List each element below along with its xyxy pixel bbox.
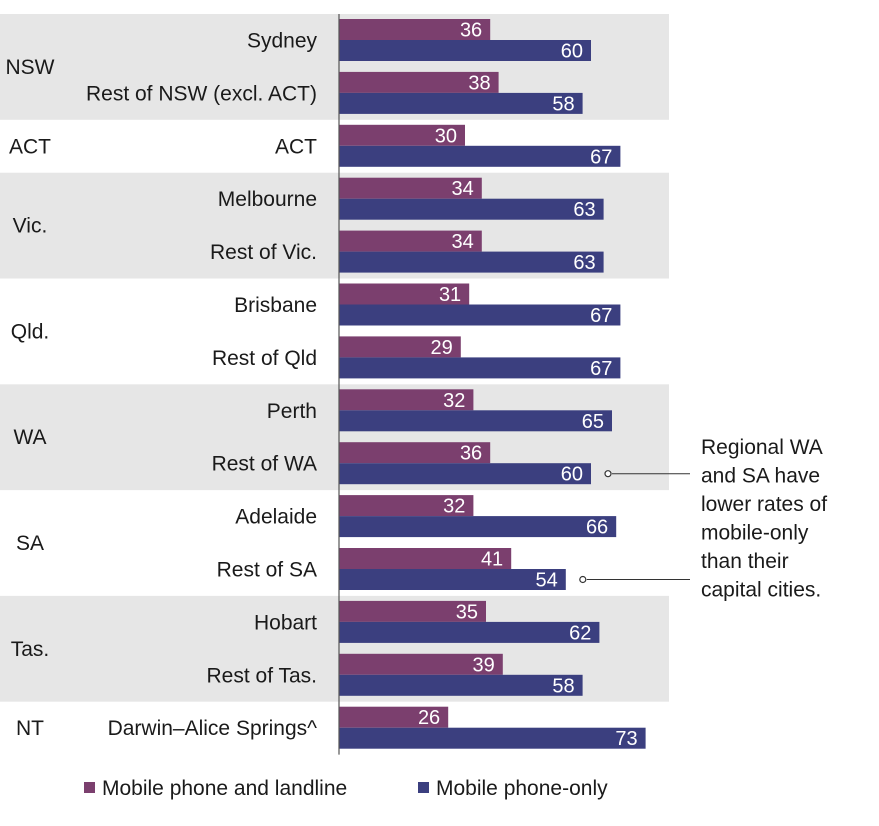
data-label: 66 xyxy=(586,517,608,539)
annotation-marker xyxy=(604,470,612,478)
bar-mobile-phone-only xyxy=(339,198,604,220)
state-label-nsw: NSW xyxy=(6,56,55,79)
category-label: Rest of Vic. xyxy=(210,241,317,264)
bar-mobile-phone-and-landline xyxy=(339,600,486,622)
annotation-line: capital cities. xyxy=(701,579,821,602)
legend-label-mobile-phone-only: Mobile phone-only xyxy=(436,777,608,800)
state-label-tas: Tas. xyxy=(11,638,50,661)
data-label: 41 xyxy=(481,549,503,571)
bar-mobile-phone-and-landline xyxy=(339,706,449,728)
data-label: 63 xyxy=(573,252,595,274)
bar-mobile-phone-only xyxy=(339,357,621,379)
category-label: Rest of NSW (excl. ACT) xyxy=(86,82,317,105)
bar-mobile-phone-only xyxy=(339,251,604,273)
annotation-line: than their xyxy=(701,550,789,573)
state-label-qld: Qld. xyxy=(11,320,50,343)
bar-mobile-phone-and-landline xyxy=(339,442,491,464)
category-label: Hobart xyxy=(254,611,317,634)
category-label: ACT xyxy=(275,135,317,158)
bar-mobile-phone-and-landline xyxy=(339,653,503,675)
data-label: 39 xyxy=(473,654,495,676)
data-label: 38 xyxy=(468,72,490,94)
bar-mobile-phone-and-landline xyxy=(339,283,470,305)
data-label: 34 xyxy=(452,231,474,253)
data-label: 30 xyxy=(435,125,457,147)
data-label: 65 xyxy=(582,411,604,433)
bar-mobile-phone-and-landline xyxy=(339,495,474,517)
state-label-act: ACT xyxy=(9,135,51,158)
legend-swatch-mobile-phone-only xyxy=(418,782,429,793)
data-label: 67 xyxy=(590,146,612,168)
bar-mobile-phone-and-landline xyxy=(339,548,512,569)
data-label: 35 xyxy=(456,601,478,623)
annotation-line: lower rates of xyxy=(701,493,827,516)
state-label-nt: NT xyxy=(16,717,44,740)
bar-mobile-phone-only xyxy=(339,92,583,114)
data-label: 36 xyxy=(460,443,482,465)
bar-mobile-phone-only xyxy=(339,410,612,432)
state-label-vic: Vic. xyxy=(13,215,48,238)
bar-mobile-phone-only xyxy=(339,516,617,538)
bar-mobile-phone-and-landline xyxy=(339,19,491,40)
data-label: 26 xyxy=(418,707,440,729)
data-label: 32 xyxy=(443,496,465,518)
bar-mobile-phone-and-landline xyxy=(339,124,465,146)
bar-mobile-phone-and-landline xyxy=(339,230,482,252)
category-label: Rest of SA xyxy=(217,558,317,581)
bar-mobile-phone-only xyxy=(339,145,621,167)
category-label: Perth xyxy=(267,400,317,423)
category-labels: Sydney Rest of NSW (excl. ACT) ACT Melbourn… xyxy=(86,29,318,740)
bar-mobile-phone-and-landline xyxy=(339,71,499,93)
data-label: 31 xyxy=(439,284,461,306)
state-labels: NSW ACT Vic. Qld. WA SA Tas. NT xyxy=(6,56,55,740)
annotation-line: and SA have xyxy=(701,465,820,488)
category-label: Rest of Tas. xyxy=(207,664,318,687)
legend-swatch-mobile-phone-and-landline xyxy=(84,782,95,793)
bar-mobile-phone-only xyxy=(339,621,600,643)
category-label: Rest of Qld xyxy=(212,347,317,370)
state-label-sa: SA xyxy=(16,532,44,555)
state-bands xyxy=(0,14,669,702)
bar-mobile-phone-and-landline xyxy=(339,177,482,199)
category-label: Melbourne xyxy=(218,188,317,211)
data-label: 67 xyxy=(590,358,612,380)
legend: Mobile phone and landline Mobile phone-on… xyxy=(84,777,608,800)
data-label: 54 xyxy=(536,570,558,592)
data-label: 58 xyxy=(552,675,574,697)
state-label-wa: WA xyxy=(13,426,46,449)
data-label: 36 xyxy=(460,20,482,42)
annotation-line: mobile-only xyxy=(701,522,809,545)
category-label: Adelaide xyxy=(235,506,317,529)
data-label: 32 xyxy=(443,390,465,412)
data-label: 62 xyxy=(569,622,591,644)
category-label: Sydney xyxy=(247,29,318,52)
annotation: Regional WA and SA have lower rates of mobi… xyxy=(579,436,827,602)
data-label: 73 xyxy=(615,728,637,750)
data-label: 34 xyxy=(452,178,474,200)
data-label: 58 xyxy=(552,93,574,115)
bar-mobile-phone-only xyxy=(339,304,621,326)
data-label: 67 xyxy=(590,305,612,327)
data-label: 60 xyxy=(561,464,583,486)
bar-mobile-phone-only xyxy=(339,40,591,61)
category-label: Darwin–Alice Springs^ xyxy=(108,717,318,740)
category-label: Brisbane xyxy=(234,294,317,317)
data-label: 60 xyxy=(561,41,583,63)
bar-mobile-phone-only xyxy=(339,569,566,590)
legend-label-mobile-phone-and-landline: Mobile phone and landline xyxy=(102,777,347,800)
data-label: 29 xyxy=(431,337,453,359)
bars: 36 60 38 58 30 67 34 63 34 63 31 67 29 67 32 65 36 60 32 66… xyxy=(339,19,646,750)
bar-mobile-phone-and-landline xyxy=(339,336,461,358)
bar-mobile-phone-only xyxy=(339,727,646,749)
annotation-marker xyxy=(579,575,587,584)
category-label: Rest of WA xyxy=(212,453,317,476)
annotation-line: Regional WA xyxy=(701,436,823,459)
bar-mobile-phone-only xyxy=(339,674,583,696)
bar-mobile-phone-and-landline xyxy=(339,389,474,411)
bar-mobile-phone-only xyxy=(339,463,591,485)
data-label: 63 xyxy=(573,199,595,221)
